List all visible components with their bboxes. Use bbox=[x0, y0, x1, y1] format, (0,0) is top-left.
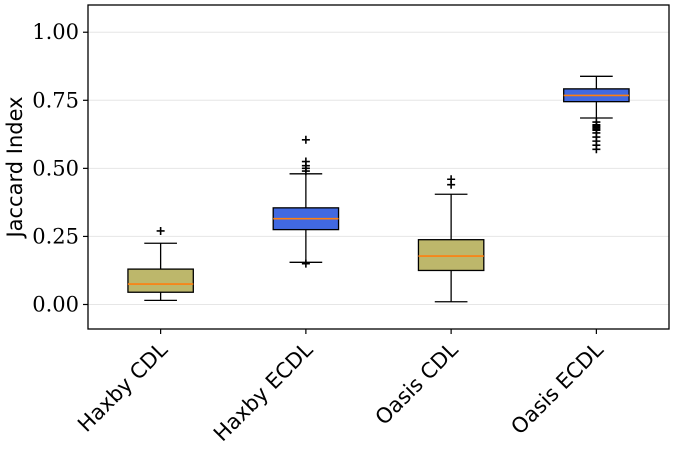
iqr-box bbox=[417, 239, 485, 272]
box-3 bbox=[417, 175, 485, 303]
y-axis: 0.00 0.25 0.50 0.75 1.00 bbox=[32, 20, 88, 316]
outlier-point bbox=[592, 145, 601, 154]
y-axis-label: Jaccard Index bbox=[3, 96, 27, 239]
y-tick-label: 0.50 bbox=[32, 156, 79, 180]
y-tick-label: 1.00 bbox=[32, 20, 79, 44]
box-1 bbox=[127, 226, 194, 302]
plot-frame bbox=[87, 4, 670, 330]
outlier-point bbox=[447, 175, 456, 184]
outlier-point bbox=[301, 157, 310, 166]
gridlines bbox=[88, 31, 669, 305]
y-tick-label: 0.25 bbox=[32, 224, 79, 248]
box-2 bbox=[272, 135, 340, 268]
outlier-point bbox=[301, 259, 310, 268]
box-group bbox=[127, 75, 630, 303]
outlier-point bbox=[156, 226, 165, 235]
box-4 bbox=[563, 75, 630, 154]
x-tick-label: Haxby ECDL bbox=[209, 337, 318, 446]
x-tick-label: Oasis ECDL bbox=[506, 337, 608, 439]
iqr-box bbox=[127, 268, 194, 293]
y-tick-label: 0.75 bbox=[32, 88, 79, 112]
outlier-point bbox=[301, 135, 310, 144]
x-tick-label: Oasis CDL bbox=[371, 337, 463, 429]
y-tick-label: 0.00 bbox=[32, 292, 79, 316]
x-axis: Haxby CDL Haxby ECDL Oasis CDL Oasis ECDL bbox=[73, 329, 608, 446]
x-tick-label: Haxby CDL bbox=[73, 337, 172, 436]
